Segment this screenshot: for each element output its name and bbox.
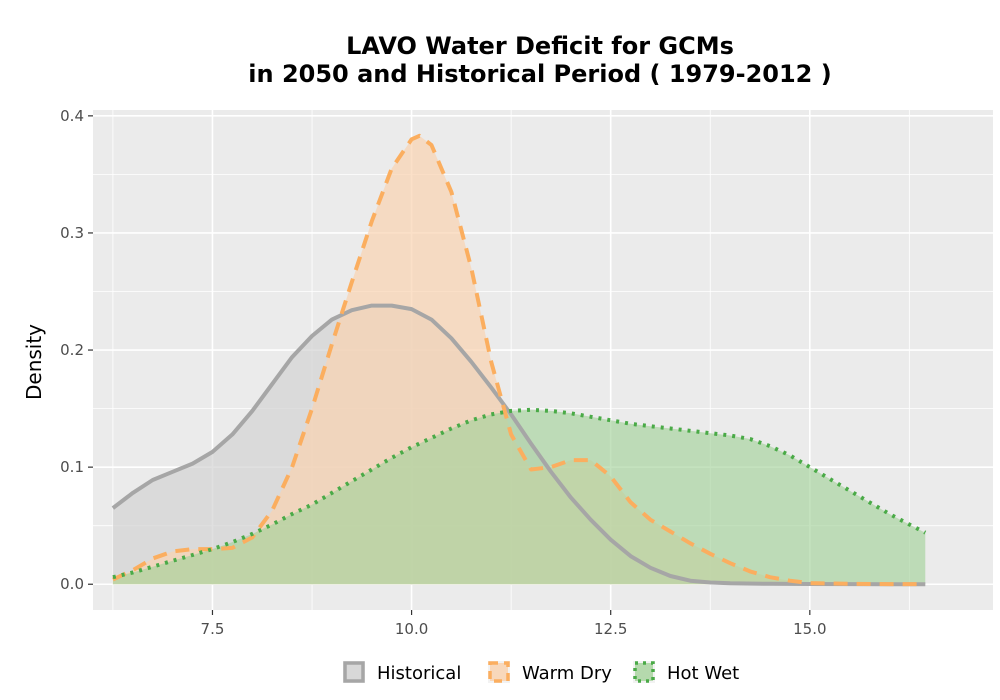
legend-key-swatch bbox=[488, 661, 510, 683]
x-tick-label: 7.5 bbox=[201, 620, 225, 638]
legend-key-swatch bbox=[343, 661, 365, 683]
axes: 7.5 10.0 12.5 15.0 0.0 0.1 0.2 0.3 0.4 bbox=[60, 107, 826, 638]
x-tick-label: 15.0 bbox=[793, 620, 826, 638]
chart-title: LAVO Water Deficit for GCMs in 2050 and … bbox=[248, 32, 831, 88]
legend-item-1: Warm Dry bbox=[488, 661, 612, 684]
legend-key-swatch bbox=[633, 661, 655, 683]
y-tick-label: 0.0 bbox=[60, 575, 84, 593]
y-tick-label: 0.2 bbox=[60, 341, 84, 359]
chart-title-line-1: LAVO Water Deficit for GCMs bbox=[346, 32, 734, 60]
series-area-2 bbox=[112, 409, 926, 585]
chart-title-line-2: in 2050 and Historical Period ( 1979-201… bbox=[248, 60, 831, 88]
legend: Historical Warm Dry Hot Wet bbox=[343, 661, 739, 684]
legend-label: Historical bbox=[377, 663, 461, 684]
series-line-2 bbox=[112, 407, 927, 580]
x-tick-label: 12.5 bbox=[594, 620, 627, 638]
series-area-1 bbox=[112, 135, 926, 585]
y-tick-label: 0.3 bbox=[60, 224, 84, 242]
legend-label: Warm Dry bbox=[522, 663, 612, 684]
density-series bbox=[111, 133, 927, 587]
y-tick-label: 0.4 bbox=[60, 107, 84, 125]
y-tick-label: 0.1 bbox=[60, 458, 84, 476]
legend-item-2: Hot Wet bbox=[633, 661, 739, 684]
legend-label: Hot Wet bbox=[667, 663, 739, 684]
series-line-0 bbox=[111, 303, 926, 587]
x-tick-label: 10.0 bbox=[395, 620, 428, 638]
legend-item-0: Historical bbox=[343, 661, 461, 684]
y-axis-title: Density bbox=[22, 324, 46, 400]
